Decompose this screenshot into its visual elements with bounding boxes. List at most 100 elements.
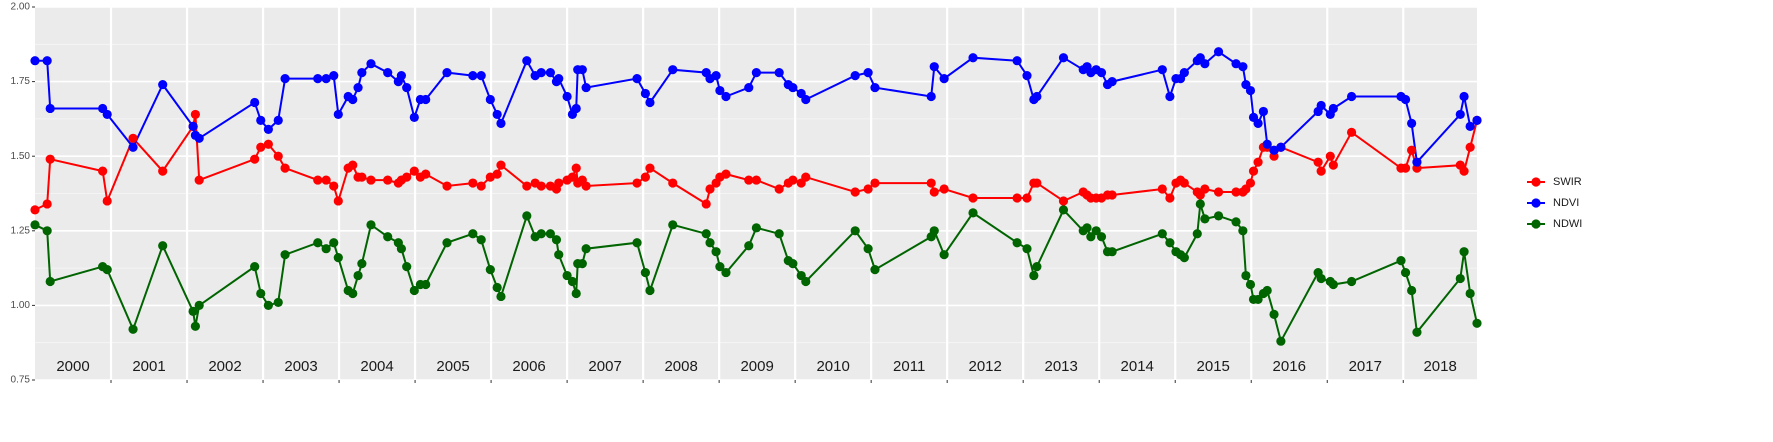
data-point <box>353 270 363 281</box>
data-point <box>1412 327 1422 337</box>
data-point <box>45 154 55 164</box>
data-point <box>45 103 55 114</box>
data-point <box>409 285 419 296</box>
data-point <box>1407 285 1417 296</box>
data-point <box>348 94 358 105</box>
data-point <box>329 71 339 81</box>
data-point <box>492 169 502 179</box>
data-point <box>1091 226 1101 236</box>
data-point <box>751 223 761 233</box>
data-point <box>1269 309 1279 319</box>
data-point <box>280 163 290 173</box>
data-point <box>571 288 581 299</box>
data-point <box>1096 232 1107 242</box>
data-point <box>870 82 880 93</box>
data-point <box>256 115 266 125</box>
data-point <box>1213 211 1224 221</box>
data-point <box>1058 53 1069 63</box>
data-point <box>711 71 721 81</box>
data-point <box>1029 270 1039 281</box>
year-label: 2009 <box>740 358 773 375</box>
data-point <box>522 211 532 221</box>
data-point <box>409 112 419 123</box>
data-point <box>788 259 798 269</box>
data-point <box>711 247 721 257</box>
data-point <box>571 103 581 114</box>
data-point <box>263 124 273 134</box>
data-point <box>715 85 725 96</box>
data-point <box>1253 294 1263 305</box>
data-point <box>640 267 650 278</box>
data-point <box>926 91 936 102</box>
data-point <box>668 65 678 75</box>
data-point <box>1238 62 1248 72</box>
data-point <box>102 196 112 206</box>
data-point <box>1179 178 1189 188</box>
data-point <box>280 250 290 260</box>
year-label: 2003 <box>284 358 317 375</box>
data-point <box>1192 229 1202 239</box>
data-point <box>158 79 168 90</box>
data-point <box>1245 279 1256 290</box>
y-tick-label: 1.25 <box>11 225 31 236</box>
data-point <box>485 94 495 105</box>
data-point <box>496 118 506 128</box>
data-point <box>1328 279 1338 290</box>
data-point <box>421 94 431 105</box>
data-point <box>1157 65 1167 75</box>
data-point <box>357 172 367 182</box>
data-point <box>348 160 358 170</box>
data-point <box>263 139 273 149</box>
data-point <box>863 184 873 194</box>
y-tick-label: 1.75 <box>11 76 31 87</box>
data-point <box>1465 288 1475 299</box>
data-point <box>968 53 978 63</box>
data-point <box>158 166 168 176</box>
data-point <box>774 229 784 239</box>
data-point <box>128 142 138 152</box>
data-point <box>968 193 978 203</box>
data-point <box>929 62 939 72</box>
data-point <box>366 175 376 185</box>
data-point <box>1200 214 1210 224</box>
data-point <box>1396 256 1406 266</box>
data-point <box>554 178 564 188</box>
data-point <box>188 306 198 316</box>
data-point <box>321 175 331 185</box>
data-point <box>1231 187 1241 197</box>
data-point <box>1179 253 1189 263</box>
data-point <box>468 229 478 239</box>
data-point <box>551 235 562 245</box>
data-point <box>1107 77 1117 87</box>
data-point <box>313 175 323 185</box>
data-point <box>128 324 138 334</box>
data-point <box>1245 178 1256 188</box>
data-point <box>468 71 478 81</box>
data-point <box>536 68 546 78</box>
data-point <box>774 184 784 194</box>
data-point <box>577 65 587 75</box>
data-point <box>870 264 880 275</box>
data-point <box>1213 187 1224 197</box>
data-point <box>632 238 642 248</box>
data-point <box>850 71 860 81</box>
data-point <box>1245 85 1256 96</box>
data-point <box>1400 94 1411 105</box>
data-point <box>1157 229 1167 239</box>
data-point <box>1465 142 1475 152</box>
data-point <box>577 259 587 269</box>
data-point <box>357 259 367 269</box>
data-point <box>263 300 273 310</box>
data-point <box>1346 276 1357 287</box>
year-label: 2006 <box>512 358 545 375</box>
data-point <box>581 244 591 254</box>
data-point <box>256 142 266 152</box>
data-point <box>1032 91 1042 102</box>
data-point <box>1412 157 1422 167</box>
year-label: 2018 <box>1423 358 1456 375</box>
data-point <box>1407 118 1417 128</box>
data-point <box>1313 157 1323 167</box>
data-point <box>939 74 949 84</box>
data-point <box>1058 205 1069 215</box>
year-label: 2011 <box>893 358 925 375</box>
